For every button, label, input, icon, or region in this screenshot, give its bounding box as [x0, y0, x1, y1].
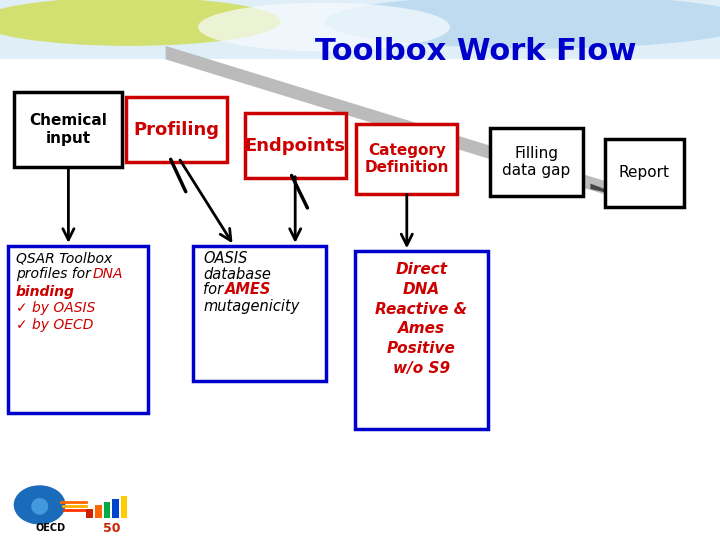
Bar	[112, 499, 119, 518]
Text: mutagenicity: mutagenicity	[203, 299, 300, 314]
Bar	[121, 496, 127, 518]
Text: Profiling: Profiling	[133, 120, 220, 139]
Polygon shape	[590, 184, 626, 197]
Text: QSAR Toolbox: QSAR Toolbox	[16, 251, 112, 265]
Bar	[86, 509, 93, 518]
Text: profiles for: profiles for	[16, 267, 95, 281]
Text: binding: binding	[16, 285, 75, 299]
Text: Toolbox Work Flow: Toolbox Work Flow	[315, 37, 636, 66]
Text: OASIS: OASIS	[203, 251, 248, 266]
Text: 50: 50	[103, 522, 120, 535]
FancyBboxPatch shape	[490, 128, 583, 195]
Text: Filling
data gap: Filling data gap	[503, 146, 570, 178]
FancyBboxPatch shape	[354, 251, 488, 429]
Text: Category
Definition: Category Definition	[364, 143, 449, 176]
Text: ●: ●	[30, 495, 49, 515]
Ellipse shape	[324, 0, 720, 49]
FancyBboxPatch shape	[126, 97, 227, 162]
FancyBboxPatch shape	[0, 59, 720, 540]
Text: Direct
DNA
Reactive &
Ames
Positive
w/o S9: Direct DNA Reactive & Ames Positive w/o …	[375, 262, 467, 376]
Text: database: database	[203, 267, 271, 282]
FancyBboxPatch shape	[192, 246, 325, 381]
Bar	[95, 505, 102, 518]
Text: Endpoints: Endpoints	[245, 137, 346, 155]
Text: ✓ by OASIS: ✓ by OASIS	[16, 301, 95, 315]
Text: OECD: OECD	[35, 523, 66, 533]
Text: Report: Report	[619, 165, 670, 180]
FancyBboxPatch shape	[14, 92, 122, 167]
FancyBboxPatch shape	[245, 113, 346, 178]
Text: Chemical
input: Chemical input	[30, 113, 107, 146]
Ellipse shape	[198, 3, 450, 51]
FancyBboxPatch shape	[0, 0, 720, 65]
Text: ✓ by OECD: ✓ by OECD	[16, 318, 93, 332]
Text: AMES: AMES	[225, 282, 271, 298]
Circle shape	[14, 486, 65, 524]
FancyBboxPatch shape	[7, 246, 148, 413]
FancyBboxPatch shape	[605, 139, 684, 206]
Bar	[104, 502, 110, 518]
FancyBboxPatch shape	[356, 124, 457, 194]
Polygon shape	[166, 46, 626, 197]
Text: for: for	[203, 282, 228, 298]
Text: DNA: DNA	[92, 267, 122, 281]
Ellipse shape	[0, 0, 281, 46]
